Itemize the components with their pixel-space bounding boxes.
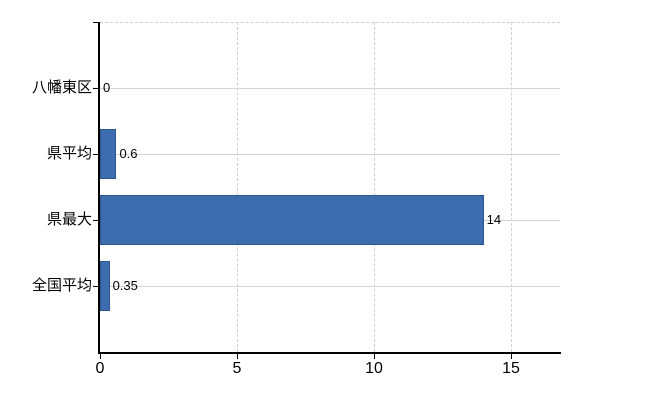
y-axis-tick-mark: [93, 286, 100, 287]
y-axis-line: [98, 22, 100, 353]
vertical-gridline: [511, 22, 512, 352]
bar-value-label: 14: [486, 212, 502, 227]
bar-value-label: 0.6: [119, 146, 138, 161]
x-axis-tick-mark: [237, 354, 238, 359]
vertical-gridline: [374, 22, 375, 352]
row-gridline: [100, 88, 560, 89]
bar-value-label: 0: [103, 80, 111, 95]
category-label: 全国平均: [31, 277, 92, 294]
x-axis-tick-label: 10: [365, 360, 383, 377]
vertical-gridline: [237, 22, 238, 352]
y-axis-tick-mark: [93, 220, 100, 221]
row-gridline: [100, 154, 560, 155]
category-label: 八幡東区: [31, 79, 92, 96]
x-axis-line: [98, 352, 561, 354]
y-axis-tick-mark: [93, 154, 100, 155]
category-label: 県最大: [46, 211, 92, 228]
y-axis-tick-mark: [93, 22, 100, 23]
category-label: 県平均: [46, 145, 92, 162]
x-axis-tick-label: 0: [95, 360, 105, 377]
bar: [100, 129, 117, 179]
x-axis-tick-label: 5: [232, 360, 242, 377]
x-axis-tick-mark: [374, 354, 375, 359]
bar: [100, 195, 484, 245]
plot-top-border: [100, 22, 560, 23]
x-axis-tick-label: 15: [502, 360, 520, 377]
row-gridline: [100, 286, 560, 287]
bar-value-label: 0.35: [112, 278, 138, 293]
x-axis-tick-mark: [511, 354, 512, 359]
x-axis-tick-mark: [100, 354, 101, 359]
bar: [100, 261, 110, 311]
y-axis-tick-mark: [93, 88, 100, 89]
